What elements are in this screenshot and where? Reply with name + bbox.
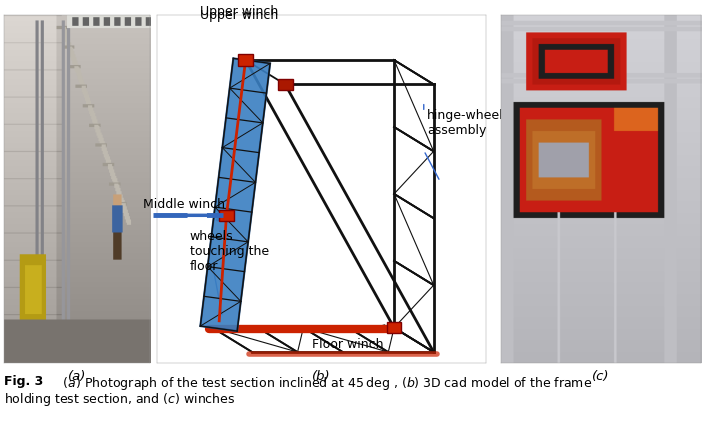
Bar: [219, 210, 234, 221]
Text: holding test section, and ($\it{c}$) winches: holding test section, and ($\it{c}$) win…: [4, 391, 235, 408]
Text: Upper winch: Upper winch: [200, 6, 278, 18]
Text: Fig. 3: Fig. 3: [4, 375, 43, 388]
Bar: [278, 79, 293, 90]
Text: (a): (a): [68, 370, 86, 383]
Text: Floor winch: Floor winch: [312, 338, 384, 351]
Text: ($\it{a}$) Photograph of the test section inclined at 45 deg , ($\it{b}$) 3D cad: ($\it{a}$) Photograph of the test sectio…: [51, 375, 592, 392]
Bar: [386, 322, 401, 333]
Text: wheels
touching the
floor: wheels touching the floor: [190, 230, 269, 273]
Text: hinge-wheel
assembly: hinge-wheel assembly: [427, 109, 503, 137]
Polygon shape: [200, 59, 270, 331]
Bar: [238, 54, 253, 66]
Text: (c): (c): [592, 370, 609, 383]
Text: Middle winch: Middle winch: [143, 198, 226, 212]
Text: (b): (b): [312, 370, 331, 383]
Text: Upper winch: Upper winch: [200, 9, 278, 22]
